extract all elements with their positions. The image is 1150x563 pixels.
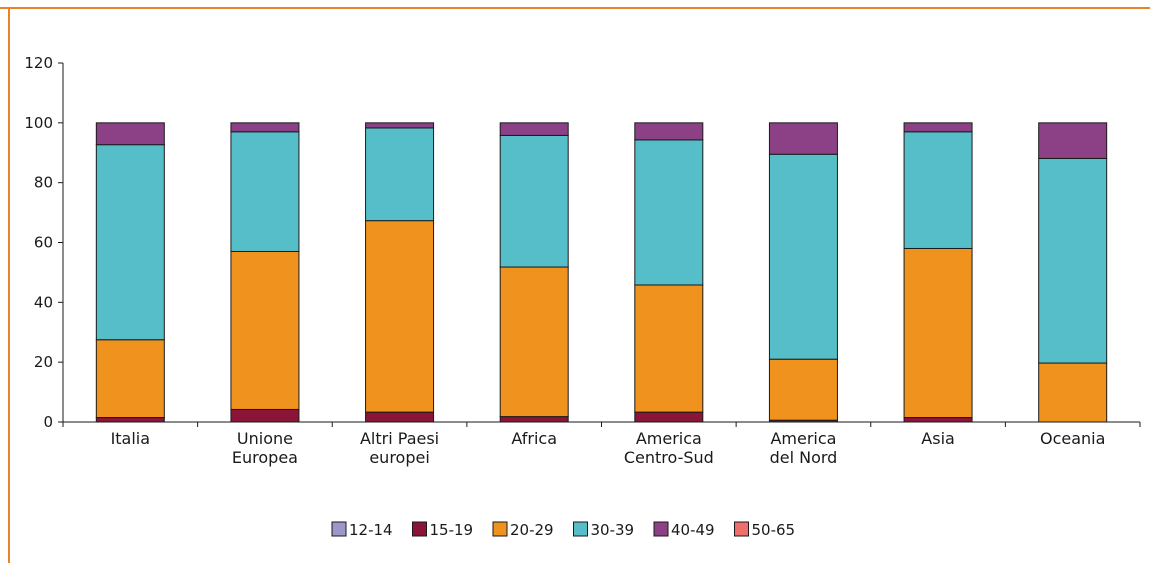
bar-segment-30-39 [499, 134, 569, 268]
legend-swatch [734, 521, 749, 537]
x-category-label: Africa [511, 429, 557, 448]
bar-segment-20-29 [365, 220, 435, 413]
x-category-label: Italia [111, 429, 151, 448]
bar-segment-40-49 [768, 122, 838, 155]
legend-swatch [331, 521, 347, 537]
y-tick-label: 60 [34, 234, 53, 252]
bar-segment-40-49 [903, 122, 973, 133]
bar-segment-20-29 [1038, 362, 1108, 423]
legend-label: 30-39 [591, 521, 635, 539]
bar-segment-15-19 [95, 417, 165, 423]
legend-label: 12-14 [349, 521, 393, 539]
x-category-label: Europea [232, 448, 298, 467]
y-tick-label: 40 [34, 293, 53, 311]
x-category-label: Unione [237, 429, 293, 448]
bar-segment-30-39 [768, 153, 838, 360]
bar-segment-20-29 [499, 266, 569, 418]
x-category-label: Oceania [1040, 429, 1105, 448]
legend-swatch [412, 521, 427, 537]
bar-segment-40-49 [95, 122, 165, 146]
x-category-label: del Nord [770, 448, 838, 467]
legend-label: 20-29 [510, 521, 554, 539]
bar-segment-40-49 [230, 122, 300, 133]
bar-segment-20-29 [634, 284, 704, 413]
legend-swatch [492, 521, 508, 537]
legend: 12-14 15-19 20-29 30-39 40-49 50-65 [331, 521, 796, 539]
x-category-label: Centro-Sud [624, 448, 714, 467]
bar-segment-40-49 [634, 122, 704, 141]
bar-segment-40-49 [1038, 122, 1108, 159]
bar-segment-15-19 [499, 416, 569, 423]
x-category-label: Asia [921, 429, 955, 448]
bar-segment-15-19 [634, 411, 704, 423]
legend-swatch [653, 521, 669, 537]
x-category-label: America [636, 429, 702, 448]
y-tick-label: 0 [43, 413, 53, 431]
bar-segment-20-29 [95, 339, 165, 419]
bar-segment-20-29 [903, 247, 973, 419]
bar-segment-20-29 [230, 250, 300, 410]
bar-segment-15-19 [903, 417, 973, 423]
bars [95, 122, 1108, 423]
bar-segment-40-49 [499, 122, 569, 136]
y-tick-label: 100 [24, 114, 53, 132]
y-tick-label: 120 [24, 54, 53, 72]
bar-segment-30-39 [365, 127, 435, 222]
x-category-label: Altri Paesi [360, 429, 439, 448]
legend-label: 50-65 [752, 521, 796, 539]
bar-segment-15-19 [365, 411, 435, 423]
bar-segment-30-39 [1038, 157, 1108, 364]
legend-swatch [573, 521, 588, 537]
legend-label: 15-19 [430, 521, 474, 539]
x-category-label: America [770, 429, 836, 448]
y-tick-label: 80 [34, 174, 53, 192]
x-category-label: europei [369, 448, 429, 467]
bar-segment-30-39 [903, 131, 973, 249]
bar-segment-30-39 [634, 139, 704, 286]
y-tick-label: 20 [34, 353, 53, 371]
bar-segment-20-29 [768, 358, 838, 421]
bar-segment-15-19 [230, 408, 300, 423]
y-axis: 0 20 40 60 80 100 120 [24, 54, 64, 431]
bar-segment-30-39 [95, 144, 165, 341]
bar-segment-30-39 [230, 131, 300, 252]
bar-segment-40-49 [365, 122, 435, 129]
legend-label: 40-49 [671, 521, 715, 539]
